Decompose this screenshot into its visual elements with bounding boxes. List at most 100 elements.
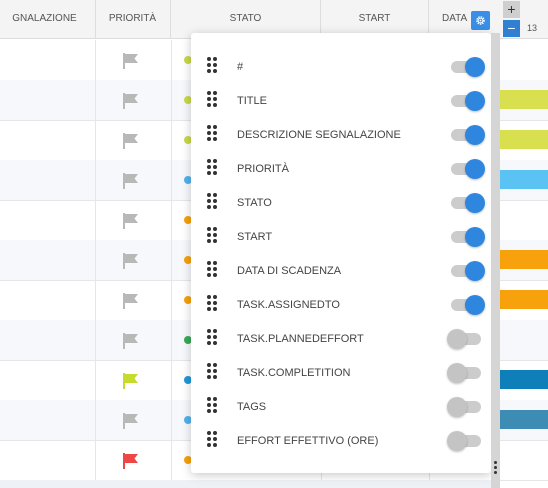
gantt-task-bar[interactable] bbox=[500, 170, 548, 189]
cell-divider bbox=[0, 80, 96, 120]
column-picker-item[interactable]: TASK.PLANNEDEFFORT bbox=[191, 322, 491, 356]
status-dot bbox=[184, 216, 192, 224]
toggle-knob bbox=[447, 397, 467, 417]
column-picker-item[interactable]: STATO bbox=[191, 186, 491, 220]
priority-flag-icon[interactable] bbox=[121, 412, 139, 430]
cell-divider bbox=[0, 120, 172, 160]
priority-flag-icon[interactable] bbox=[121, 252, 139, 270]
drag-handle-icon[interactable] bbox=[207, 363, 219, 383]
drag-handle-icon[interactable] bbox=[207, 261, 219, 281]
column-picker-item[interactable]: TASK.COMPLETITION bbox=[191, 356, 491, 390]
column-picker-item[interactable]: EFFORT EFFETTIVO (ORE) bbox=[191, 424, 491, 458]
drag-handle-icon[interactable] bbox=[207, 159, 219, 179]
column-picker-item-label: STATO bbox=[237, 197, 272, 209]
column-picker-item[interactable]: START bbox=[191, 220, 491, 254]
visibility-toggle[interactable] bbox=[451, 159, 485, 179]
visibility-toggle[interactable] bbox=[451, 91, 485, 111]
status-dot bbox=[184, 136, 192, 144]
cell-divider bbox=[0, 360, 96, 400]
column-picker-item[interactable]: TAGS bbox=[191, 390, 491, 424]
drag-handle-icon[interactable] bbox=[207, 295, 219, 315]
cell-divider bbox=[0, 320, 96, 360]
visibility-toggle[interactable] bbox=[451, 261, 485, 281]
visibility-toggle[interactable] bbox=[447, 397, 481, 417]
visibility-toggle[interactable] bbox=[451, 57, 485, 77]
priority-flag-icon[interactable] bbox=[121, 92, 139, 110]
visibility-toggle[interactable] bbox=[447, 363, 481, 383]
column-header-priority[interactable]: PRIORITÀ bbox=[95, 0, 171, 38]
column-picker-item-label: EFFORT EFFETTIVO (ORE) bbox=[237, 435, 379, 447]
status-dot bbox=[184, 456, 192, 464]
column-picker-item[interactable]: DATA DI SCADENZA bbox=[191, 254, 491, 288]
toggle-knob bbox=[447, 431, 467, 451]
priority-flag-icon[interactable] bbox=[121, 212, 139, 230]
column-picker-item-label: TASK.ASSIGNEDTO bbox=[237, 299, 340, 311]
status-dot bbox=[184, 376, 192, 384]
column-picker-item-label: PRIORITÀ bbox=[237, 163, 289, 175]
column-picker-item[interactable]: # bbox=[191, 50, 491, 84]
gantt-task-bar[interactable] bbox=[500, 410, 548, 429]
visibility-toggle[interactable] bbox=[451, 295, 485, 315]
gantt-task-bar[interactable] bbox=[500, 130, 548, 149]
status-dot bbox=[184, 416, 192, 424]
timeline-day-label: 13 bbox=[527, 23, 538, 33]
priority-flag-icon[interactable] bbox=[121, 292, 139, 310]
column-picker-item[interactable]: PRIORITÀ bbox=[191, 152, 491, 186]
column-picker-item-label: TITLE bbox=[237, 95, 267, 107]
cell-divider bbox=[0, 200, 96, 240]
column-header-status[interactable]: STATO bbox=[171, 0, 321, 38]
vertical-scrollbar[interactable] bbox=[491, 33, 500, 488]
drag-handle-icon[interactable] bbox=[207, 57, 219, 77]
toggle-knob bbox=[465, 125, 485, 145]
column-picker-item-label: TASK.PLANNEDEFFORT bbox=[237, 333, 364, 345]
column-picker-item-label: DATA DI SCADENZA bbox=[237, 265, 342, 277]
gantt-task-bar[interactable] bbox=[500, 290, 548, 309]
cell-divider bbox=[0, 400, 172, 440]
column-picker-popup: # TITLE DESCRIZIONE SEGNALAZIONE PRIORITÀ ST… bbox=[191, 33, 491, 473]
visibility-toggle[interactable] bbox=[451, 227, 485, 247]
cell-divider bbox=[0, 360, 172, 400]
column-picker-item[interactable]: TITLE bbox=[191, 84, 491, 118]
drag-handle-icon[interactable] bbox=[207, 397, 219, 417]
column-settings-button[interactable] bbox=[471, 11, 490, 30]
gantt-task-bar[interactable] bbox=[500, 250, 548, 269]
column-picker-item[interactable]: TASK.ASSIGNEDTO bbox=[191, 288, 491, 322]
zoom-out-button[interactable]: − bbox=[503, 20, 520, 37]
cell-divider bbox=[0, 400, 96, 440]
column-header-start[interactable]: START bbox=[321, 0, 429, 38]
gantt-task-bar[interactable] bbox=[500, 90, 548, 109]
visibility-toggle[interactable] bbox=[447, 329, 481, 349]
toggle-knob bbox=[447, 363, 467, 383]
zoom-in-button[interactable]: + bbox=[503, 1, 520, 18]
priority-flag-icon[interactable] bbox=[121, 452, 139, 470]
drag-handle-icon[interactable] bbox=[207, 91, 219, 111]
column-header-description[interactable]: GNALAZIONE bbox=[0, 0, 96, 38]
priority-flag-icon[interactable] bbox=[121, 372, 139, 390]
visibility-toggle[interactable] bbox=[451, 193, 485, 213]
priority-flag-icon[interactable] bbox=[121, 332, 139, 350]
visibility-toggle[interactable] bbox=[447, 431, 481, 451]
more-options-icon[interactable] bbox=[494, 461, 498, 476]
toggle-knob bbox=[465, 57, 485, 77]
priority-flag-icon[interactable] bbox=[121, 52, 139, 70]
drag-handle-icon[interactable] bbox=[207, 193, 219, 213]
column-picker-item-label: # bbox=[237, 61, 244, 73]
drag-handle-icon[interactable] bbox=[207, 227, 219, 247]
horizontal-scrollbar[interactable] bbox=[0, 480, 491, 488]
toggle-knob bbox=[465, 295, 485, 315]
toggle-knob bbox=[465, 159, 485, 179]
drag-handle-icon[interactable] bbox=[207, 431, 219, 451]
drag-handle-icon[interactable] bbox=[207, 329, 219, 349]
toggle-knob bbox=[465, 193, 485, 213]
toggle-knob bbox=[465, 91, 485, 111]
column-header-due-date[interactable]: DATA bbox=[442, 13, 468, 24]
gantt-task-bar[interactable] bbox=[500, 370, 548, 389]
status-dot bbox=[184, 96, 192, 104]
status-dot bbox=[184, 296, 192, 304]
cell-divider bbox=[0, 120, 96, 160]
priority-flag-icon[interactable] bbox=[121, 132, 139, 150]
column-picker-item[interactable]: DESCRIZIONE SEGNALAZIONE bbox=[191, 118, 491, 152]
priority-flag-icon[interactable] bbox=[121, 172, 139, 190]
visibility-toggle[interactable] bbox=[451, 125, 485, 145]
drag-handle-icon[interactable] bbox=[207, 125, 219, 145]
